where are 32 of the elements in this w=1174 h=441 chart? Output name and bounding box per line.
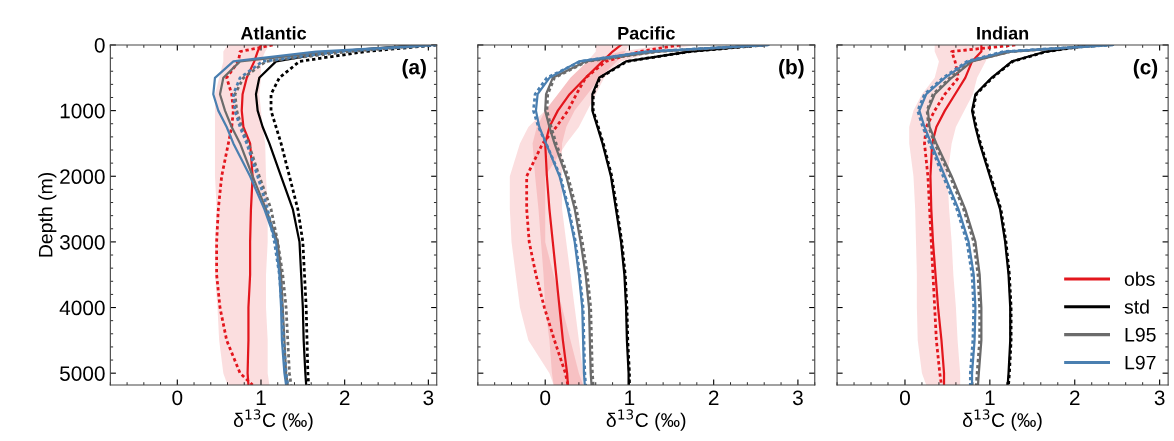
y-tick-label: 0 bbox=[94, 37, 105, 53]
x-tick-label: 0 bbox=[540, 390, 551, 406]
x-tick-label: 0 bbox=[172, 390, 183, 406]
x-tick-label: 2 bbox=[1070, 390, 1080, 405]
y-tick-label: 1000 bbox=[60, 103, 105, 119]
y-tick-label: 3000 bbox=[59, 234, 105, 250]
x-tick-label: 3 bbox=[792, 390, 803, 406]
chart-title: Indian bbox=[977, 26, 1029, 40]
x-axis-title: δ$^{13}$C (‰) bbox=[962, 409, 1042, 431]
legend-label: L97 bbox=[1125, 355, 1156, 370]
x-tick-label: 2 bbox=[708, 390, 719, 405]
y-tick-label: 2000 bbox=[60, 169, 105, 185]
x-tick-label: 1 bbox=[256, 390, 266, 405]
chart-title: Pacific bbox=[618, 26, 675, 40]
x-tick-label: 1 bbox=[625, 390, 635, 405]
x-tick-label: 2 bbox=[339, 390, 350, 405]
y-axis-title: Depth (m) bbox=[38, 172, 57, 257]
x-tick-label: 3 bbox=[1154, 390, 1165, 406]
x-axis-title: δ$^{13}$C (‰) bbox=[233, 409, 313, 431]
legend-label: L95 bbox=[1125, 327, 1156, 342]
y-tick-label: 4000 bbox=[59, 300, 105, 316]
annotation: (a) bbox=[402, 59, 426, 79]
x-axis-title: δ$^{13}$C (‰) bbox=[606, 409, 686, 431]
x-tick-label: 0 bbox=[899, 390, 910, 406]
annotation: (b) bbox=[779, 59, 804, 79]
legend-label: obs bbox=[1124, 271, 1155, 286]
chart-title: Atlantic bbox=[240, 26, 307, 40]
x-tick-label: 3 bbox=[423, 390, 434, 406]
annotation: (c) bbox=[1133, 59, 1158, 79]
y-tick-label: 5000 bbox=[59, 366, 105, 381]
legend-label: std bbox=[1124, 299, 1149, 314]
x-tick-label: 1 bbox=[985, 390, 995, 405]
